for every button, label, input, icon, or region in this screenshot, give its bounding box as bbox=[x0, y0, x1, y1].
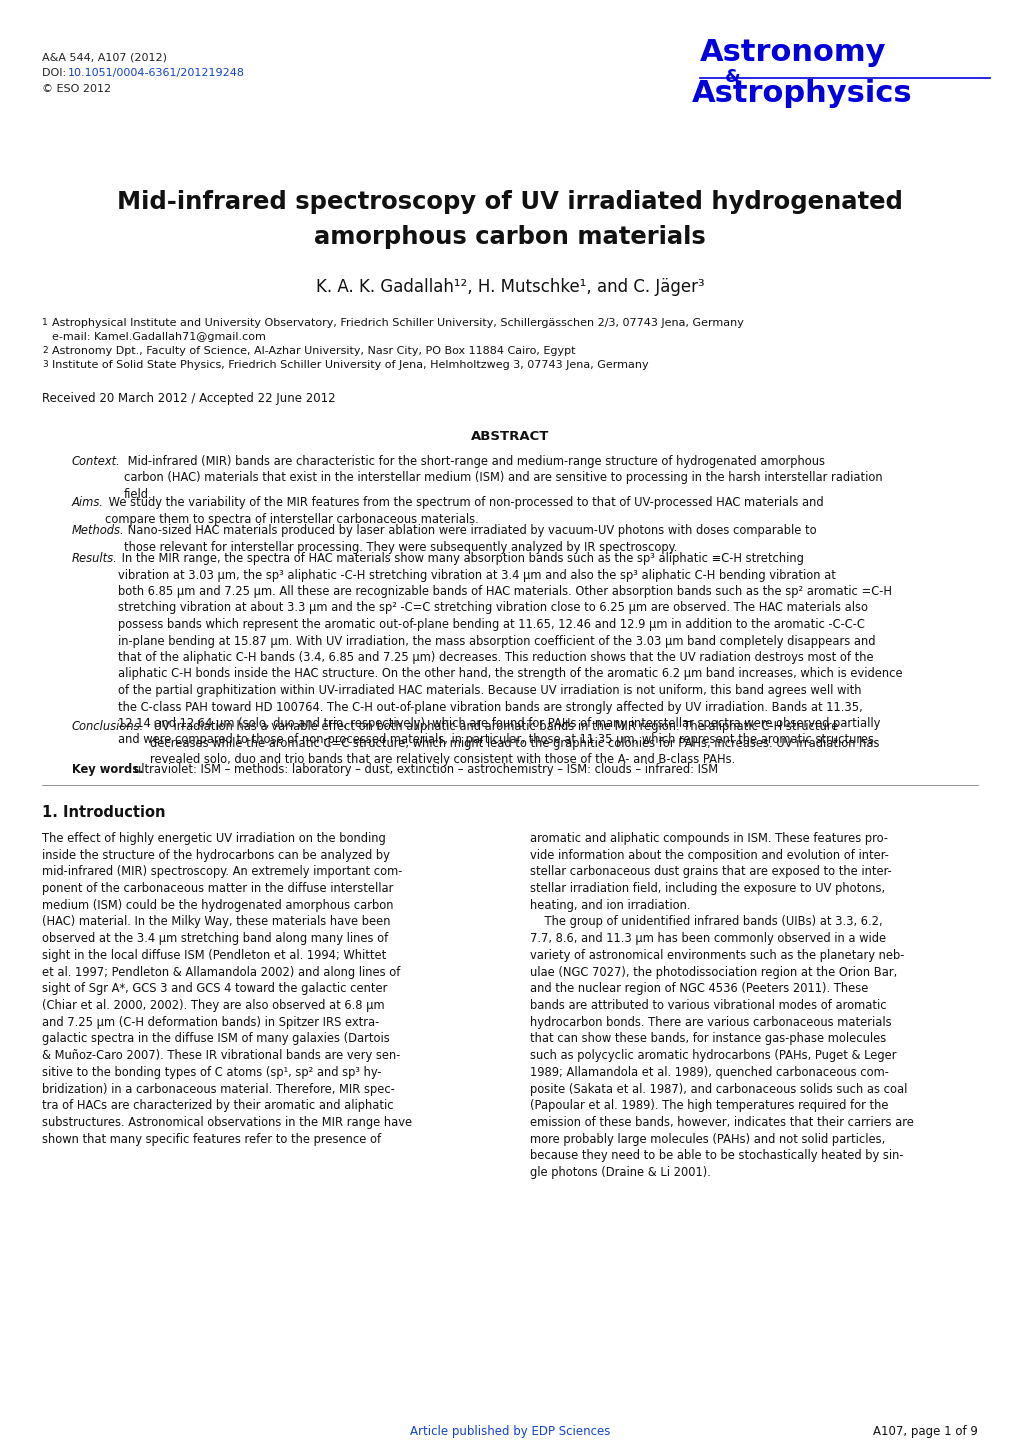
Text: © ESO 2012: © ESO 2012 bbox=[42, 84, 111, 94]
Text: 10.1051/0004-6361/201219248: 10.1051/0004-6361/201219248 bbox=[68, 68, 245, 78]
Text: K. A. K. Gadallah¹², H. Mutschke¹, and C. Jäger³: K. A. K. Gadallah¹², H. Mutschke¹, and C… bbox=[315, 278, 704, 296]
Text: e-mail: Kamel.Gadallah71@gmail.com: e-mail: Kamel.Gadallah71@gmail.com bbox=[52, 332, 266, 342]
Text: amorphous carbon materials: amorphous carbon materials bbox=[314, 225, 705, 250]
Text: The effect of highly energetic UV irradiation on the bonding
inside the structur: The effect of highly energetic UV irradi… bbox=[42, 833, 412, 1146]
Text: Astronomy Dpt., Faculty of Science, Al-Azhar University, Nasr City, PO Box 11884: Astronomy Dpt., Faculty of Science, Al-A… bbox=[52, 346, 575, 356]
Text: &: & bbox=[725, 68, 740, 87]
Text: Nano-sized HAC materials produced by laser ablation were irradiated by vacuum-UV: Nano-sized HAC materials produced by las… bbox=[124, 524, 816, 554]
Text: Astrophysical Institute and University Observatory, Friedrich Schiller Universit: Astrophysical Institute and University O… bbox=[52, 317, 743, 328]
Text: We study the variability of the MIR features from the spectrum of non-processed : We study the variability of the MIR feat… bbox=[105, 496, 822, 525]
Text: Institute of Solid State Physics, Friedrich Schiller University of Jena, Helmhol: Institute of Solid State Physics, Friedr… bbox=[52, 359, 648, 369]
Text: 1: 1 bbox=[42, 317, 48, 328]
Text: A107, page 1 of 9: A107, page 1 of 9 bbox=[872, 1426, 977, 1439]
Text: ABSTRACT: ABSTRACT bbox=[471, 430, 548, 443]
Text: Received 20 March 2012 / Accepted 22 June 2012: Received 20 March 2012 / Accepted 22 Jun… bbox=[42, 392, 335, 405]
Text: Context.: Context. bbox=[72, 455, 120, 468]
Text: Astrophysics: Astrophysics bbox=[691, 79, 912, 108]
Text: Key words.: Key words. bbox=[72, 763, 144, 776]
Text: 3: 3 bbox=[42, 359, 48, 369]
Text: 1. Introduction: 1. Introduction bbox=[42, 805, 165, 820]
Text: Mid-infrared (MIR) bands are characteristic for the short-range and medium-range: Mid-infrared (MIR) bands are characteris… bbox=[124, 455, 881, 501]
Text: Aims.: Aims. bbox=[72, 496, 104, 509]
Text: Mid-infrared spectroscopy of UV irradiated hydrogenated: Mid-infrared spectroscopy of UV irradiat… bbox=[117, 190, 902, 214]
Text: 2: 2 bbox=[42, 346, 48, 355]
Text: In the MIR range, the spectra of HAC materials show many absorption bands such a: In the MIR range, the spectra of HAC mat… bbox=[118, 553, 902, 746]
Text: DOI:: DOI: bbox=[42, 68, 69, 78]
Text: Methods.: Methods. bbox=[72, 524, 124, 537]
Text: UV irradiation has a variable effect on both aliphatic and aromatic bands in the: UV irradiation has a variable effect on … bbox=[150, 720, 878, 766]
Text: Article published by EDP Sciences: Article published by EDP Sciences bbox=[410, 1426, 609, 1439]
Text: Astronomy: Astronomy bbox=[699, 38, 886, 66]
Text: Conclusions.: Conclusions. bbox=[72, 720, 144, 733]
Text: ultraviolet: ISM – methods: laboratory – dust, extinction – astrochemistry – ISM: ultraviolet: ISM – methods: laboratory –… bbox=[133, 763, 717, 776]
Text: Results.: Results. bbox=[72, 553, 117, 566]
Text: A&A 544, A107 (2012): A&A 544, A107 (2012) bbox=[42, 52, 167, 62]
Text: aromatic and aliphatic compounds in ISM. These features pro-
vide information ab: aromatic and aliphatic compounds in ISM.… bbox=[530, 833, 913, 1179]
